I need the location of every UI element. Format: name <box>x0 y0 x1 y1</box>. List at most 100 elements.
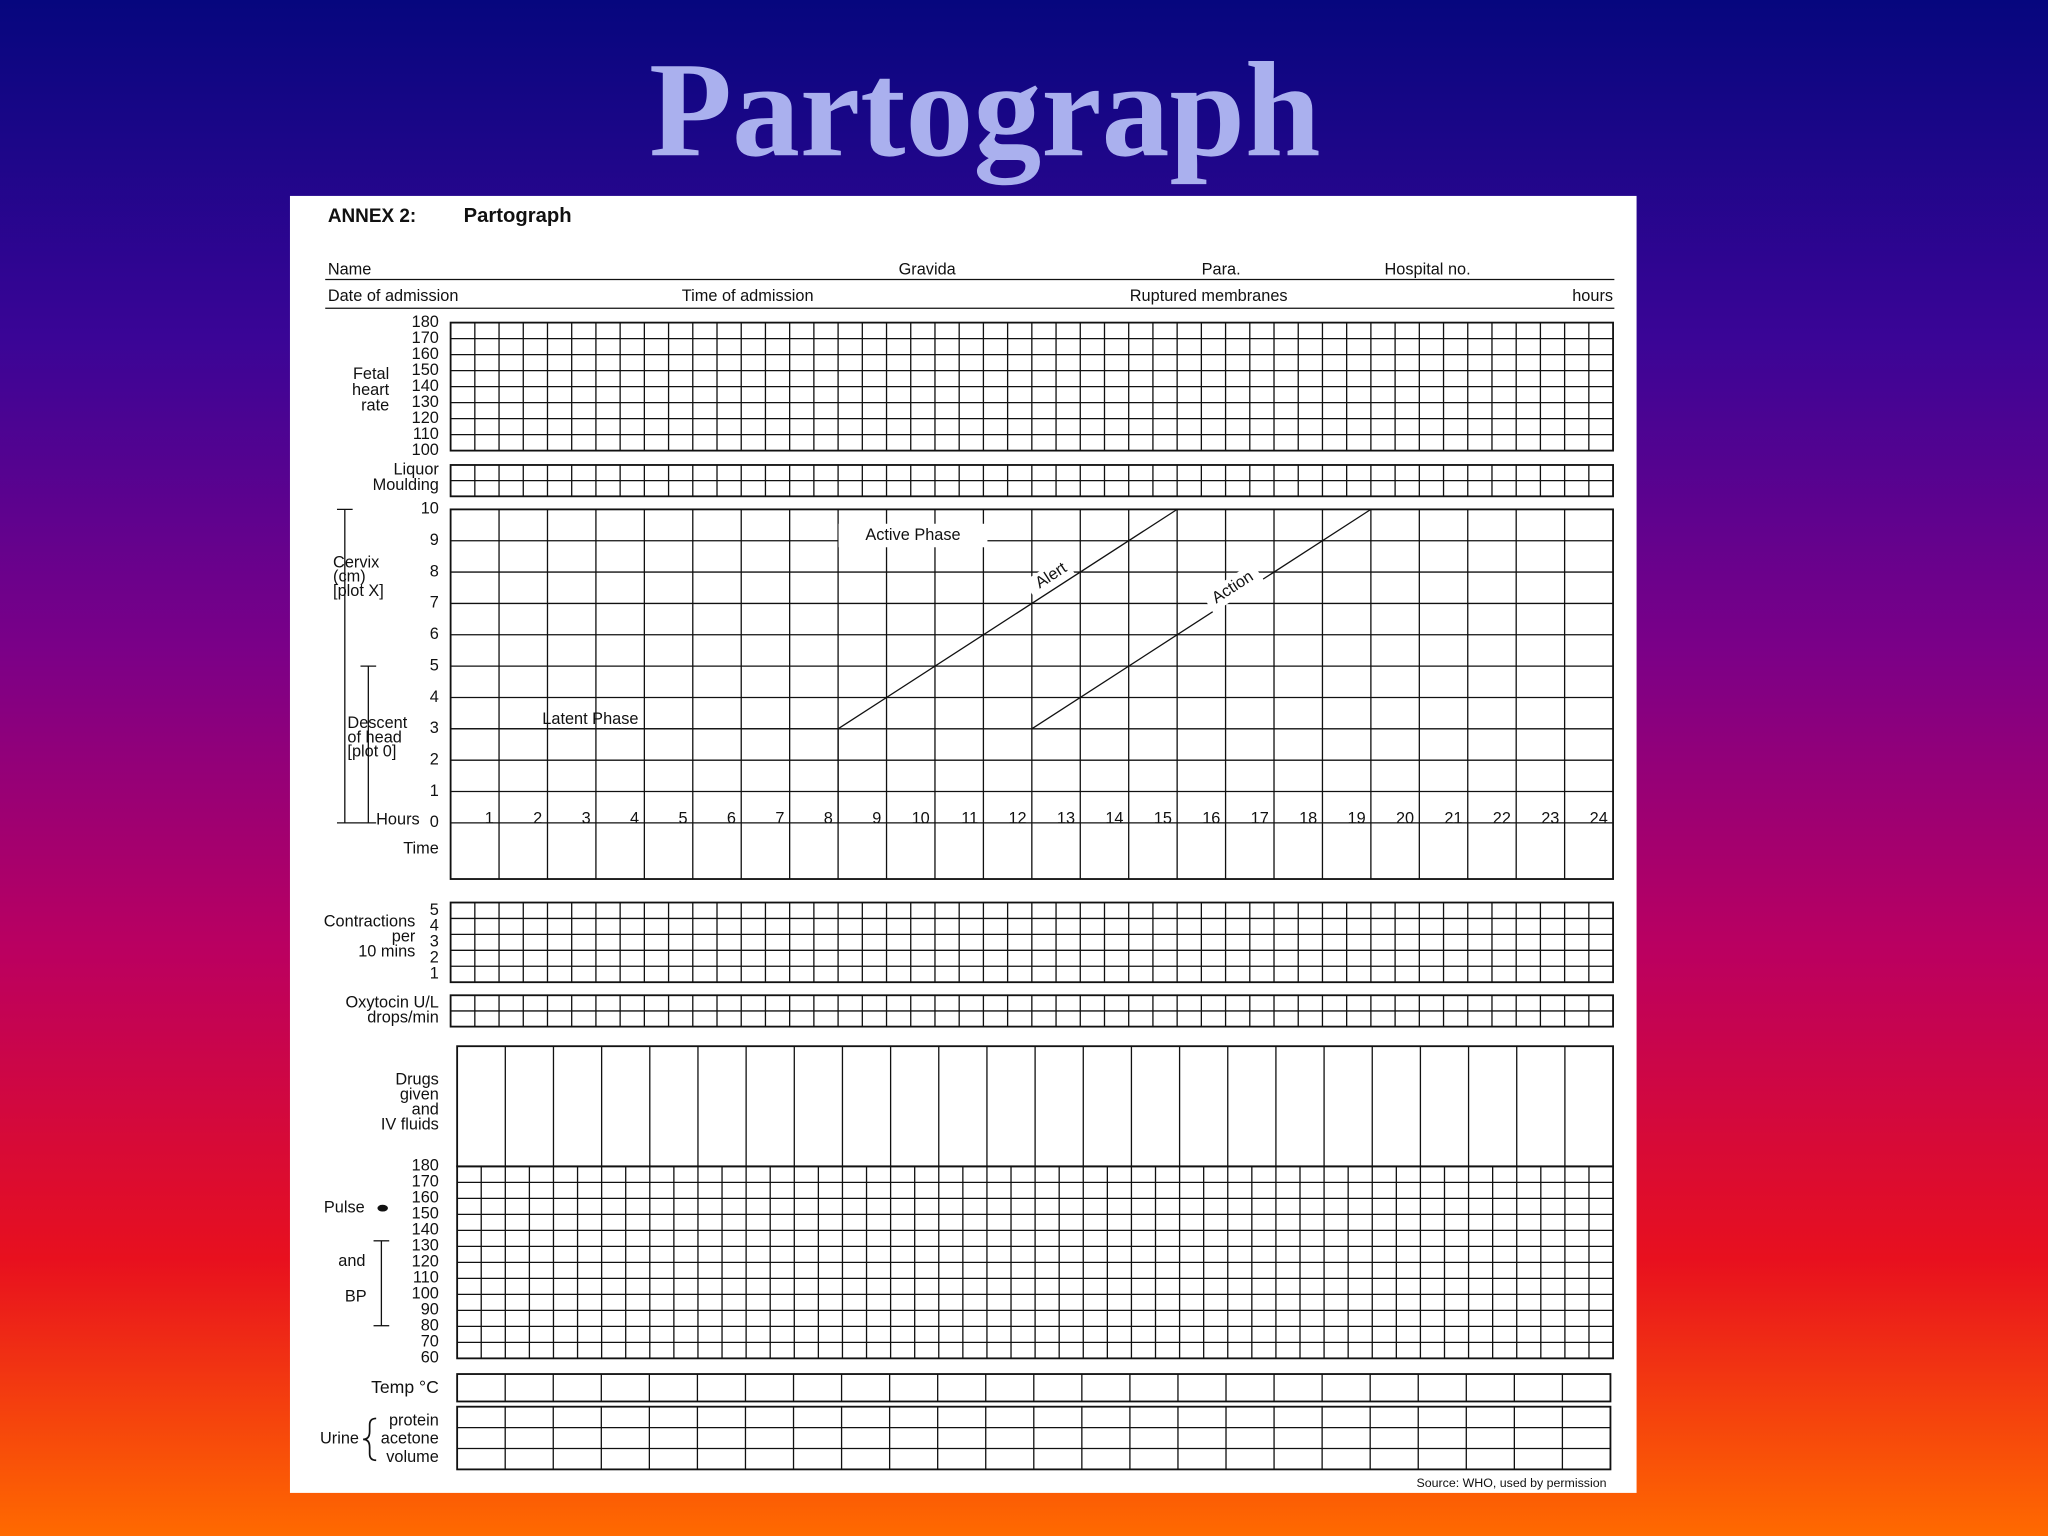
pulse-scale: 110 <box>413 1269 439 1287</box>
action-bg <box>1202 562 1264 613</box>
field-label: Name <box>328 261 372 279</box>
fhr-scale: 170 <box>412 329 439 347</box>
slide-title: Partograph <box>649 35 1321 185</box>
form-heading-prefix: ANNEX 2: <box>328 206 416 227</box>
liquor-label: Moulding <box>373 476 439 494</box>
contractions-scale: 2 <box>430 949 439 967</box>
fhr-scale: 180 <box>412 313 439 331</box>
drugs-label: and <box>412 1101 439 1119</box>
hour-label: 22 <box>1493 809 1511 827</box>
hour-label: 11 <box>961 809 978 827</box>
cervix-label: Cervix <box>333 553 379 571</box>
hour-label: 4 <box>630 809 639 827</box>
form-heading-name: Partograph <box>464 205 572 227</box>
pulse-dot <box>377 1204 388 1212</box>
pulse-scale: 180 <box>412 1157 439 1175</box>
hour-label: 9 <box>872 809 881 827</box>
pulse-scale: 160 <box>412 1189 439 1207</box>
field-label: Hospital no. <box>1384 261 1470 279</box>
pulse-scale: 130 <box>412 1237 439 1255</box>
cervix-label: (cm) <box>333 568 366 586</box>
temp-label: Temp °C <box>371 1377 439 1397</box>
hour-label: 17 <box>1251 809 1269 827</box>
drugs-label: IV fluids <box>381 1116 439 1134</box>
active-phase-label: Active Phase <box>865 526 960 544</box>
hour-label: 20 <box>1396 809 1414 827</box>
hour-label: 13 <box>1057 809 1075 827</box>
urine-row-label: protein <box>389 1411 439 1429</box>
hour-label: 10 <box>912 809 930 827</box>
source-note: Source: WHO, used by permission <box>1416 1476 1606 1490</box>
cervix-label: [plot X] <box>333 582 384 600</box>
fhr-scale: 140 <box>412 377 439 395</box>
hour-label: 7 <box>775 809 784 827</box>
hour-label: 5 <box>678 809 687 827</box>
contractions-label: 10 mins <box>358 942 415 960</box>
cervix-scale: 7 <box>430 594 439 612</box>
hour-label: 8 <box>824 809 833 827</box>
hour-label: 2 <box>533 809 542 827</box>
oxytocin-label: Oxytocin U/L <box>345 993 438 1011</box>
cervix-scale: 10 <box>421 500 439 518</box>
field-label: Date of admission <box>328 287 459 305</box>
cervix-scale: 4 <box>430 688 439 706</box>
field-label: Ruptured membranes <box>1130 287 1288 305</box>
hour-label: 15 <box>1154 809 1172 827</box>
field-label: Para. <box>1202 261 1241 279</box>
oxytocin-label: drops/min <box>367 1008 439 1026</box>
action-line <box>1031 508 1372 730</box>
descent-label: of head <box>347 728 401 746</box>
cervix-scale: 1 <box>430 782 439 800</box>
pulse-scale: 150 <box>412 1205 439 1223</box>
fhr-scale: 120 <box>412 409 439 427</box>
pulse-scale: 80 <box>421 1317 439 1335</box>
urine-row-label: acetone <box>381 1430 439 1448</box>
contractions-scale: 4 <box>430 917 439 935</box>
cervix-scale: 8 <box>430 562 439 580</box>
fhr-scale: 110 <box>413 425 439 443</box>
hour-label: 3 <box>582 809 591 827</box>
drugs-label: Drugs <box>395 1070 439 1088</box>
and-label: and <box>338 1252 365 1270</box>
alert-line <box>837 508 1178 730</box>
cervix-scale: 0 <box>430 813 439 831</box>
hour-label: 1 <box>485 809 494 827</box>
pulse-scale: 90 <box>421 1301 439 1319</box>
pulse-scale: 140 <box>412 1221 439 1239</box>
hour-label: 21 <box>1444 809 1462 827</box>
fhr-label: Fetal <box>353 365 389 383</box>
fhr-scale: 150 <box>412 361 439 379</box>
descent-label: [plot 0] <box>347 743 396 761</box>
hour-label: 14 <box>1105 809 1123 827</box>
fhr-label: heart <box>352 381 390 399</box>
cervix-scale: 6 <box>430 625 439 643</box>
hour-label: 16 <box>1202 809 1220 827</box>
pulse-scale: 100 <box>412 1285 439 1303</box>
cervix-scale: 5 <box>430 656 439 674</box>
cervix-scale: 3 <box>430 719 439 737</box>
hour-label: 18 <box>1299 809 1317 827</box>
time-label: Time <box>403 839 439 857</box>
latent-phase-label: Latent Phase <box>542 710 638 728</box>
urine-label: Urine <box>320 1430 359 1448</box>
alert-bg <box>1023 555 1075 599</box>
active-phase-bg <box>838 523 988 548</box>
hours-label: Hours <box>376 811 420 829</box>
pulse-scale: 170 <box>412 1173 439 1191</box>
hour-label: 12 <box>1008 809 1026 827</box>
fhr-scale: 160 <box>412 345 439 363</box>
descent-label: Descent <box>347 714 407 732</box>
urine-brace <box>363 1417 377 1462</box>
cervix-scale: 9 <box>430 531 439 549</box>
pulse-label: Pulse <box>324 1198 365 1216</box>
field-label: Gravida <box>899 261 957 279</box>
fhr-scale: 130 <box>412 393 439 411</box>
pulse-scale: 70 <box>421 1333 439 1351</box>
urine-row-label: volume <box>386 1448 439 1466</box>
hour-label: 19 <box>1348 809 1366 827</box>
field-label: hours <box>1572 287 1613 305</box>
hour-label: 24 <box>1590 809 1608 827</box>
contractions-label: Contractions <box>324 912 416 930</box>
